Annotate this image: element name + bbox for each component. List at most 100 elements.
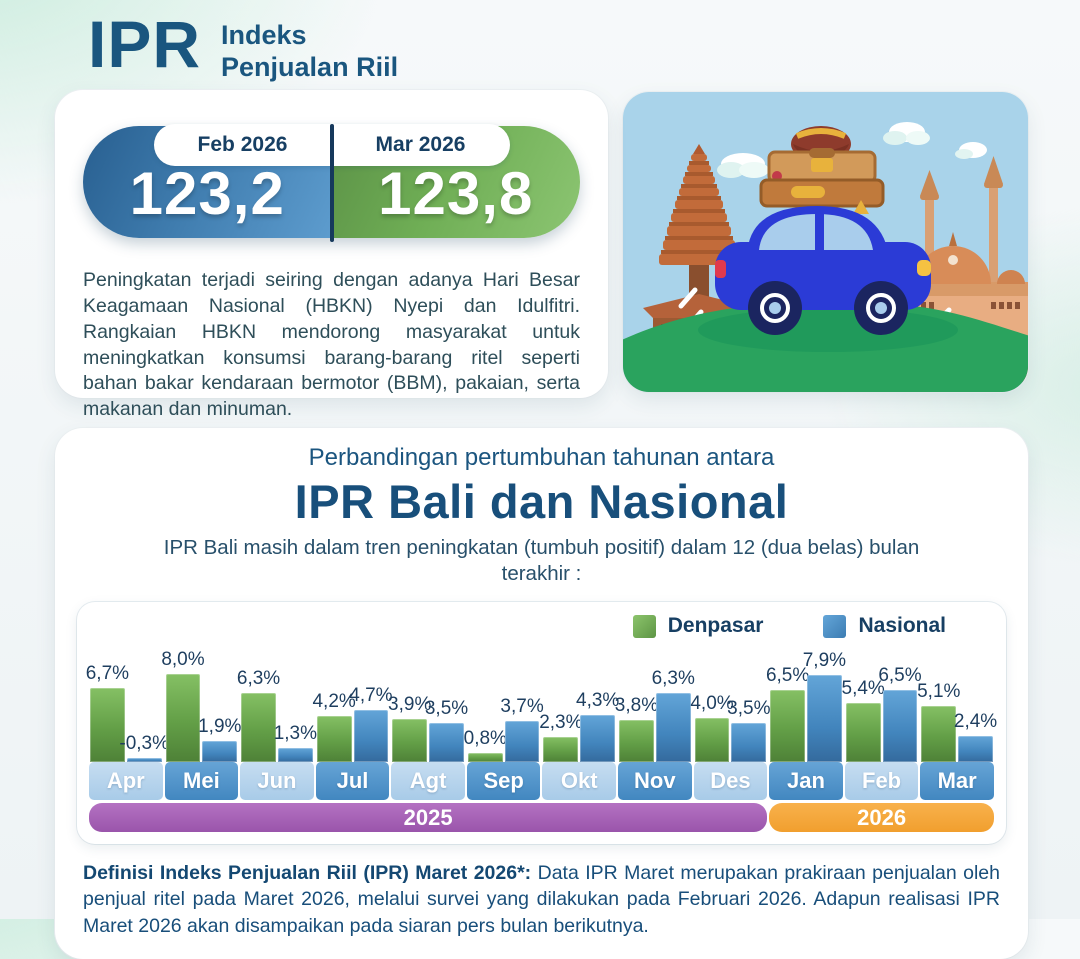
month-group-sep: 0,8% 3,7% [463,696,544,763]
month-label-apr: Apr [89,762,163,801]
index-summary-card: Feb 2026 Mar 2026 123,2 123,8 Peningkata… [55,89,608,420]
bar-value-label: 2,4% [953,711,998,733]
page-header: IPR Indeks Penjualan Riil [0,0,1080,84]
bar-nasional-des [731,723,767,763]
summary-paragraph: Peningkatan terjadi seiring dengan adany… [83,268,580,421]
month-label-jun: Jun [240,762,314,801]
bar-denpasar-mar [921,706,957,763]
index-value-mar: 123,8 [378,160,534,228]
month-group-agt: 3,9% 3,5% [388,694,468,763]
month-label-des: Des [693,762,768,801]
ipr-logo-subtitle: Indeks Penjualan Riil [221,20,399,83]
bar-value-label: 0,8% [463,728,507,750]
bar-denpasar-okt [543,737,579,763]
period-label-feb: Feb 2026 [197,132,288,156]
comparison-section: Perbandingan pertumbuhan tahunan antara … [55,427,1028,959]
year-axis: 2025 2026 [85,803,998,833]
bar-value-label: 1,9% [198,716,242,738]
bar-value-label: 3,5% [424,698,469,720]
index-value-feb: 123,2 [129,160,285,228]
bar-value-label: 6,3% [651,668,695,690]
bar-value-label: 6,5% [765,665,810,687]
index-pill: Feb 2026 Mar 2026 123,2 123,8 [83,123,580,242]
period-label-mar: Mar 2026 [375,132,466,156]
comparison-card: Perbandingan pertumbuhan tahunan antara … [55,427,1028,959]
bar-nasional-sep [504,721,540,763]
month-axis: Apr Mei Jun Jul Agt Sep Okt Nov Des Jan Feb Mar [85,762,998,801]
infographic-page: IPR Indeks Penjualan Riil Feb 2026 Mar 2… [0,0,1080,937]
bar-nasional-jun [277,748,313,763]
month-group-nov: 3,8% 6,3% [614,668,695,763]
bar-value-label: 1,3% [273,723,317,745]
definition-footnote: Definisi Indeks Penjualan Riil (IPR) Mar… [83,860,1000,939]
comparison-kicker: Perbandingan pertumbuhan tahunan antara [308,443,775,471]
month-label-mei: Mei [164,762,239,801]
month-group-mar: 5,1% 2,4% [917,681,998,763]
month-group-okt: 2,3% 4,3% [539,690,619,763]
comparison-subtitle: IPR Bali masih dalam tren peningkatan (t… [163,535,920,586]
bars-area: 6,7% -0,3% 8,0% 1,9% 6,3% 1,3% 4,2% 4,7% 3,9% 3,5… [85,640,998,763]
year-band-2025: 2025 [89,803,768,833]
bar-value-label: 3,8% [614,695,659,717]
denpasar-swatch-icon [632,614,656,638]
bar-nasional-feb [882,690,918,763]
bar-nasional-okt [580,715,616,763]
luggage-icon [759,125,885,214]
month-group-jan: 6,5% 7,9% [766,650,846,763]
legend-label-nasional: Nasional [858,614,946,638]
bar-value-label: 6,3% [236,668,281,690]
travel-illustration [623,91,1028,392]
bar-value-label: 8,0% [161,649,205,671]
bar-value-label: -0,3% [119,733,170,755]
bar-nasional-mei [202,741,238,763]
bar-denpasar-feb [845,703,881,763]
bar-value-label: 3,7% [500,696,544,718]
month-group-jun: 6,3% 1,3% [237,668,317,763]
month-group-jul: 4,2% 4,7% [312,685,393,763]
month-label-jan: Jan [769,762,843,801]
month-label-nov: Nov [618,762,692,801]
month-group-mei: 8,0% 1,9% [161,649,242,763]
bar-value-label: 3,5% [727,698,771,720]
bar-value-label: 6,5% [878,665,922,687]
legend-item-denpasar: Denpasar [632,614,763,638]
chart-legend: Denpasar Nasional [85,608,998,640]
bar-denpasar-sep [467,753,503,763]
bar-value-label: 2,3% [539,712,583,734]
month-label-jul: Jul [315,762,390,801]
bar-denpasar-apr [90,688,125,763]
bar-value-label: 4,7% [349,685,393,707]
bar-value-label: 6,7% [85,663,130,685]
bar-denpasar-mei [165,674,201,763]
nasional-swatch-icon [823,614,847,638]
bar-denpasar-nov [619,720,654,763]
month-group-apr: 6,7% -0,3% [86,663,169,763]
bar-value-label: 4,0% [690,693,734,715]
month-label-mar: Mar [920,762,994,801]
bar-denpasar-jun [241,693,276,763]
bar-nasional-apr [126,758,162,763]
car-icon [715,205,931,335]
comparison-title: IPR Bali dan Nasional [294,474,789,528]
footnote-bold: Definisi Indeks Penjualan Riil (IPR) Mar… [83,862,532,885]
bar-value-label: 7,9% [802,650,847,672]
legend-item-nasional: Nasional [823,614,946,638]
bar-value-label: 4,2% [312,691,356,713]
top-row: Feb 2026 Mar 2026 123,2 123,8 Peningkata… [55,89,1028,420]
month-group-feb: 5,4% 6,5% [842,665,922,763]
month-group-des: 4,0% 3,5% [690,693,770,763]
bar-nasional-mar [958,736,993,763]
bar-denpasar-des [694,718,730,763]
month-label-okt: Okt [542,762,617,801]
illustration-card [623,91,1028,392]
bar-value-label: 5,4% [841,678,885,700]
bar-nasional-nov [655,693,691,763]
bar-value-label: 5,1% [917,681,961,703]
month-label-sep: Sep [466,762,541,801]
pill-divider [329,123,334,242]
month-label-feb: Feb [844,762,919,801]
bar-value-label: 3,9% [388,694,432,716]
cloud-icon [717,121,987,178]
bar-denpasar-jul [316,716,352,763]
bar-nasional-agt [429,723,464,763]
